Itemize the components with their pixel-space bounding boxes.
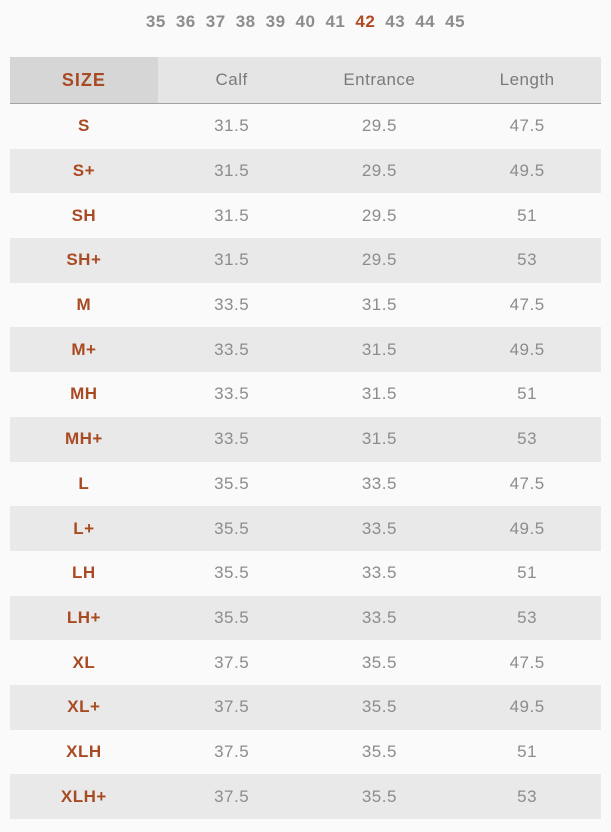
- cell-calf: 37.5: [214, 652, 250, 672]
- header-size: SIZE: [10, 57, 158, 103]
- header-entrance: Entrance: [343, 70, 416, 89]
- row-size-label: S: [77, 116, 90, 136]
- cell-length: 49.5: [509, 518, 545, 538]
- cell-entrance: 35.5: [361, 652, 397, 672]
- cell-calf: 33.5: [214, 384, 250, 404]
- cell-length: 53: [517, 607, 538, 627]
- row-size-label: L: [78, 473, 90, 493]
- header-length: Length: [499, 70, 555, 89]
- cell-calf: 31.5: [214, 205, 250, 225]
- cell-calf: 35.5: [214, 607, 250, 627]
- cell-calf: 33.5: [214, 339, 250, 359]
- cell-calf: 31.5: [214, 250, 250, 270]
- size-option-43[interactable]: 43: [385, 12, 406, 31]
- cell-calf: 33.5: [214, 429, 250, 449]
- row-size-label: MH: [70, 384, 98, 404]
- table-row: L 35.5 33.5 47.5: [10, 461, 601, 507]
- table-row: S+ 31.5 29.5 49.5: [10, 148, 601, 194]
- size-option-41[interactable]: 41: [325, 12, 346, 31]
- cell-calf: 31.5: [214, 161, 250, 181]
- cell-entrance: 31.5: [361, 429, 397, 449]
- cell-entrance: 29.5: [361, 161, 397, 181]
- table-row: SH+ 31.5 29.5 53: [10, 238, 601, 283]
- table-row: XLH 37.5 35.5 51: [10, 729, 601, 775]
- table-row: M+ 33.5 31.5 49.5: [10, 327, 601, 373]
- cell-calf: 37.5: [214, 697, 250, 717]
- header-calf: Calf: [215, 70, 248, 89]
- table-row: MH 33.5 31.5 51: [10, 372, 601, 417]
- size-option-45[interactable]: 45: [445, 12, 466, 31]
- cell-length: 49.5: [509, 697, 545, 717]
- cell-calf: 37.5: [214, 741, 250, 761]
- size-option-42[interactable]: 42: [355, 12, 376, 31]
- row-size-label: SH+: [66, 250, 102, 270]
- cell-length: 53: [517, 250, 538, 270]
- size-option-35[interactable]: 35: [145, 12, 166, 31]
- cell-calf: 31.5: [214, 116, 250, 136]
- cell-length: 49.5: [509, 161, 545, 181]
- cell-length: 51: [517, 205, 538, 225]
- row-size-label: M+: [71, 339, 97, 359]
- cell-entrance: 31.5: [361, 295, 397, 315]
- size-option-36[interactable]: 36: [175, 12, 196, 31]
- cell-entrance: 35.5: [361, 697, 397, 717]
- row-size-label: MH+: [64, 429, 103, 449]
- cell-calf: 37.5: [214, 786, 250, 806]
- cell-length: 53: [517, 429, 538, 449]
- size-chart-table: SIZE Calf Entrance Length S 31.5 29.5 47…: [10, 57, 601, 819]
- cell-entrance: 29.5: [361, 250, 397, 270]
- cell-entrance: 33.5: [361, 518, 397, 538]
- size-option-40[interactable]: 40: [295, 12, 316, 31]
- size-selector: 35 36 37 38 39 40 41 42 43 44 45: [0, 0, 611, 33]
- row-size-label: S+: [72, 161, 96, 181]
- cell-calf: 35.5: [214, 563, 250, 583]
- table-header-row: SIZE Calf Entrance Length: [10, 57, 601, 104]
- cell-length: 51: [517, 563, 538, 583]
- cell-entrance: 35.5: [361, 786, 397, 806]
- table-row: L+ 35.5 33.5 49.5: [10, 506, 601, 551]
- cell-entrance: 31.5: [361, 339, 397, 359]
- row-size-label: XL: [72, 652, 96, 672]
- table-row: MH+ 33.5 31.5 53: [10, 416, 601, 462]
- cell-length: 47.5: [509, 116, 545, 136]
- row-size-label: LH+: [66, 607, 101, 627]
- table-row: LH 35.5 33.5 51: [10, 550, 601, 596]
- table-row: M 33.5 31.5 47.5: [10, 282, 601, 328]
- table-row: SH 31.5 29.5 51: [10, 193, 601, 239]
- cell-entrance: 29.5: [361, 205, 397, 225]
- cell-length: 53: [517, 786, 538, 806]
- cell-length: 47.5: [509, 295, 545, 315]
- size-option-44[interactable]: 44: [415, 12, 436, 31]
- cell-entrance: 33.5: [361, 563, 397, 583]
- table-body: S 31.5 29.5 47.5 S+ 31.5 29.5 49.5 SH 31…: [10, 104, 601, 819]
- size-option-39[interactable]: 39: [265, 12, 286, 31]
- row-size-label: M: [76, 295, 92, 315]
- size-option-38[interactable]: 38: [235, 12, 256, 31]
- table-row: LH+ 35.5 33.5 53: [10, 595, 601, 641]
- cell-entrance: 33.5: [361, 607, 397, 627]
- table-row: XLH+ 37.5 35.5 53: [10, 774, 601, 819]
- cell-length: 47.5: [509, 473, 545, 493]
- cell-entrance: 31.5: [361, 384, 397, 404]
- row-size-label: LH: [72, 563, 96, 583]
- table-row: S 31.5 29.5 47.5: [10, 104, 601, 149]
- row-size-label: XLH+: [60, 786, 107, 806]
- cell-entrance: 33.5: [361, 473, 397, 493]
- cell-length: 51: [517, 384, 538, 404]
- cell-calf: 35.5: [214, 518, 250, 538]
- cell-length: 49.5: [509, 339, 545, 359]
- size-option-37[interactable]: 37: [205, 12, 226, 31]
- cell-length: 51: [517, 741, 538, 761]
- row-size-label: XL+: [67, 697, 101, 717]
- cell-entrance: 29.5: [361, 116, 397, 136]
- cell-entrance: 35.5: [361, 741, 397, 761]
- table-row: XL+ 37.5 35.5 49.5: [10, 684, 601, 730]
- row-size-label: SH: [71, 205, 97, 225]
- row-size-label: L+: [73, 518, 95, 538]
- cell-length: 47.5: [509, 652, 545, 672]
- row-size-label: XLH: [66, 741, 102, 761]
- cell-calf: 35.5: [214, 473, 250, 493]
- cell-calf: 33.5: [214, 295, 250, 315]
- table-row: XL 37.5 35.5 47.5: [10, 640, 601, 685]
